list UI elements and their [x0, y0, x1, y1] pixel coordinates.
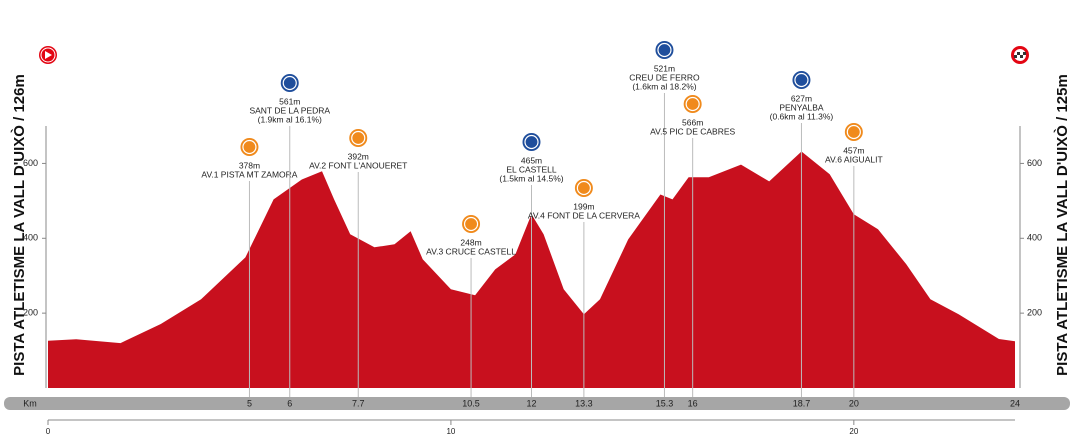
icon-ring	[846, 124, 861, 140]
km-tick-label: 15.3	[656, 398, 674, 408]
icon-ring	[685, 96, 700, 112]
y-tick-label: 200	[1027, 308, 1042, 318]
km-tick-label: 5	[247, 398, 252, 408]
icon-ring	[524, 134, 539, 150]
marker-text: (1.6km al 18.2%)	[632, 81, 696, 91]
start-icon	[39, 46, 57, 64]
marker-elevation: 627m	[791, 93, 812, 103]
y-tick-label: 400	[23, 233, 38, 243]
icon-ring	[794, 72, 809, 88]
marker-elevation: 248m	[460, 237, 481, 247]
km-tick-label: 12	[526, 398, 536, 408]
km-tick-label: 13.3	[575, 398, 593, 408]
marker-elevation: 521m	[654, 63, 675, 73]
marker-text: AV.2 FONT L'ANOUERET	[309, 160, 407, 170]
finish-icon	[1011, 46, 1029, 64]
marker-text: CREU DE FERRO	[629, 72, 700, 82]
icon-ring	[351, 130, 366, 146]
y-tick-label: 600	[1027, 158, 1042, 168]
marker-text: AV.6 AIGUALIT	[825, 154, 883, 164]
km-tick-label: 18.7	[793, 398, 811, 408]
marker-text: EL CASTELL	[506, 164, 557, 174]
marker-text: (0.6km al 11.3%)	[770, 111, 834, 121]
icon-ring	[576, 180, 591, 196]
y-tick-label: 600	[23, 158, 38, 168]
marker-text: PENYALBA	[779, 102, 824, 112]
km-tick-label: 20	[849, 398, 859, 408]
km-tick-label: 10.5	[462, 398, 480, 408]
y-tick-label: 200	[23, 308, 38, 318]
x-label: Km	[23, 398, 37, 408]
marker-text: AV.3 CRUCE CASTELL	[426, 246, 516, 256]
x2-tick-label: 20	[849, 427, 858, 436]
x2-tick-label: 0	[46, 427, 51, 436]
marker-text: AV.4 FONT DE LA CERVERA	[528, 210, 640, 220]
icon-ring	[282, 75, 297, 91]
marker-elevation: 566m	[682, 117, 703, 127]
km-tick-label: 6	[287, 398, 292, 408]
marker-elevation: 465m	[521, 155, 542, 165]
marker-text: (1.9km al 16.1%)	[258, 114, 322, 124]
x2-tick-label: 10	[446, 427, 455, 436]
marker-elevation: 378m	[239, 160, 260, 170]
marker-elevation: 457m	[843, 145, 864, 155]
km-bar	[4, 397, 1070, 410]
marker-elevation: 199m	[573, 201, 594, 211]
marker-elevation: 561m	[279, 96, 300, 106]
km-tick-label: 24	[1010, 398, 1020, 408]
right-title: PISTA ATLETISME LA VALL D'UIXÒ / 125m	[1053, 74, 1071, 376]
icon-ring	[463, 216, 479, 232]
km-tick-label: 7.7	[352, 398, 365, 408]
icon-ring	[657, 42, 672, 58]
km-tick-label: 16	[688, 398, 698, 408]
marker-text: SANT DE LA PEDRA	[249, 105, 330, 115]
marker-text: AV.5 PIC DE CABRES	[650, 126, 735, 136]
marker-elevation: 392m	[348, 151, 369, 161]
left-title: PISTA ATLETISME LA VALL D'UIXÒ / 126m	[10, 74, 28, 376]
icon-ring	[242, 139, 257, 155]
marker-text: AV.1 PISTA MT ZAMORA	[201, 169, 297, 179]
y-tick-label: 400	[1027, 233, 1042, 243]
marker-text: (1.5km al 14.5%)	[499, 173, 563, 183]
